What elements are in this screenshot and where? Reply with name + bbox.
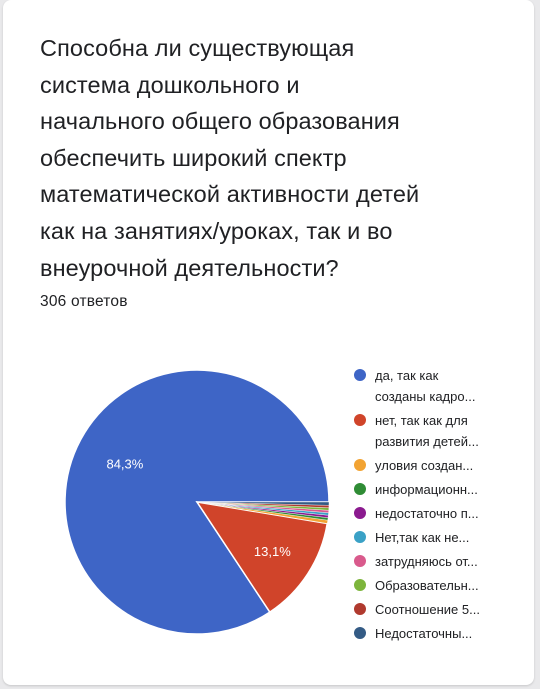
- legend-color-dot: [354, 507, 366, 519]
- question-title-line: математической активности детей: [40, 181, 420, 208]
- legend-label: созданы кадро...: [375, 389, 476, 404]
- legend-item[interactable]: затрудняюсь от...: [354, 551, 514, 572]
- question-title-line: обеспечить широкий спектр: [40, 144, 347, 171]
- response-count: 306 ответов: [40, 293, 128, 310]
- legend-label: Образовательн...: [375, 578, 479, 593]
- pie-data-label: 13,1%: [254, 544, 291, 559]
- question-title-line: как на занятиях/уроках, так и во: [40, 217, 393, 244]
- legend-item[interactable]: информационн...: [354, 479, 514, 500]
- legend-label: да, так как: [375, 368, 439, 383]
- legend-color-dot: [354, 414, 366, 426]
- question-title: Способна ли существующая система дошкольн…: [40, 30, 500, 286]
- legend-color-dot: [354, 603, 366, 615]
- legend-label: развития детей...: [375, 434, 479, 449]
- legend-label: Недостаточны...: [375, 626, 473, 641]
- legend-color-dot: [354, 369, 366, 381]
- question-title-line: Способна ли существующая: [40, 35, 355, 61]
- legend-label: затрудняюсь от...: [375, 554, 478, 569]
- legend-item[interactable]: уловия создан...: [354, 455, 514, 476]
- legend-item[interactable]: да, так как созданы кадро...: [354, 365, 514, 407]
- legend-label: уловия создан...: [375, 458, 474, 473]
- legend-color-dot: [354, 483, 366, 495]
- question-title-line: система дошкольного и: [40, 71, 300, 98]
- question-title-line: внеурочной деятельности?: [40, 254, 339, 281]
- legend-color-dot: [354, 555, 366, 567]
- legend-label: нет, так как для: [375, 413, 468, 428]
- chart-legend: да, так как созданы кадро... нет, так как …: [354, 365, 514, 647]
- legend-item[interactable]: недостаточно п...: [354, 503, 514, 524]
- legend-label: Нет,так как не...: [375, 530, 470, 545]
- pie-slice-1[interactable]: [195, 500, 329, 614]
- legend-color-dot: [354, 579, 366, 591]
- legend-label: информационн...: [375, 482, 478, 497]
- legend-item[interactable]: Недостаточны...: [354, 623, 514, 644]
- legend-item[interactable]: Соотношение 5...: [354, 599, 514, 620]
- legend-label: недостаточно п...: [375, 506, 479, 521]
- legend-color-dot: [354, 531, 366, 543]
- legend-color-dot: [354, 459, 366, 471]
- legend-item[interactable]: нет, так как для развития детей...: [354, 410, 514, 452]
- legend-item[interactable]: Нет,так как не...: [354, 527, 514, 548]
- pie-data-label: 84,3%: [106, 456, 143, 471]
- legend-label: Соотношение 5...: [375, 602, 480, 617]
- question-title-line: начального общего образования: [40, 108, 400, 135]
- legend-color-dot: [354, 627, 366, 639]
- legend-item[interactable]: Образовательн...: [354, 575, 514, 596]
- pie-slice-9[interactable]: [196, 501, 330, 506]
